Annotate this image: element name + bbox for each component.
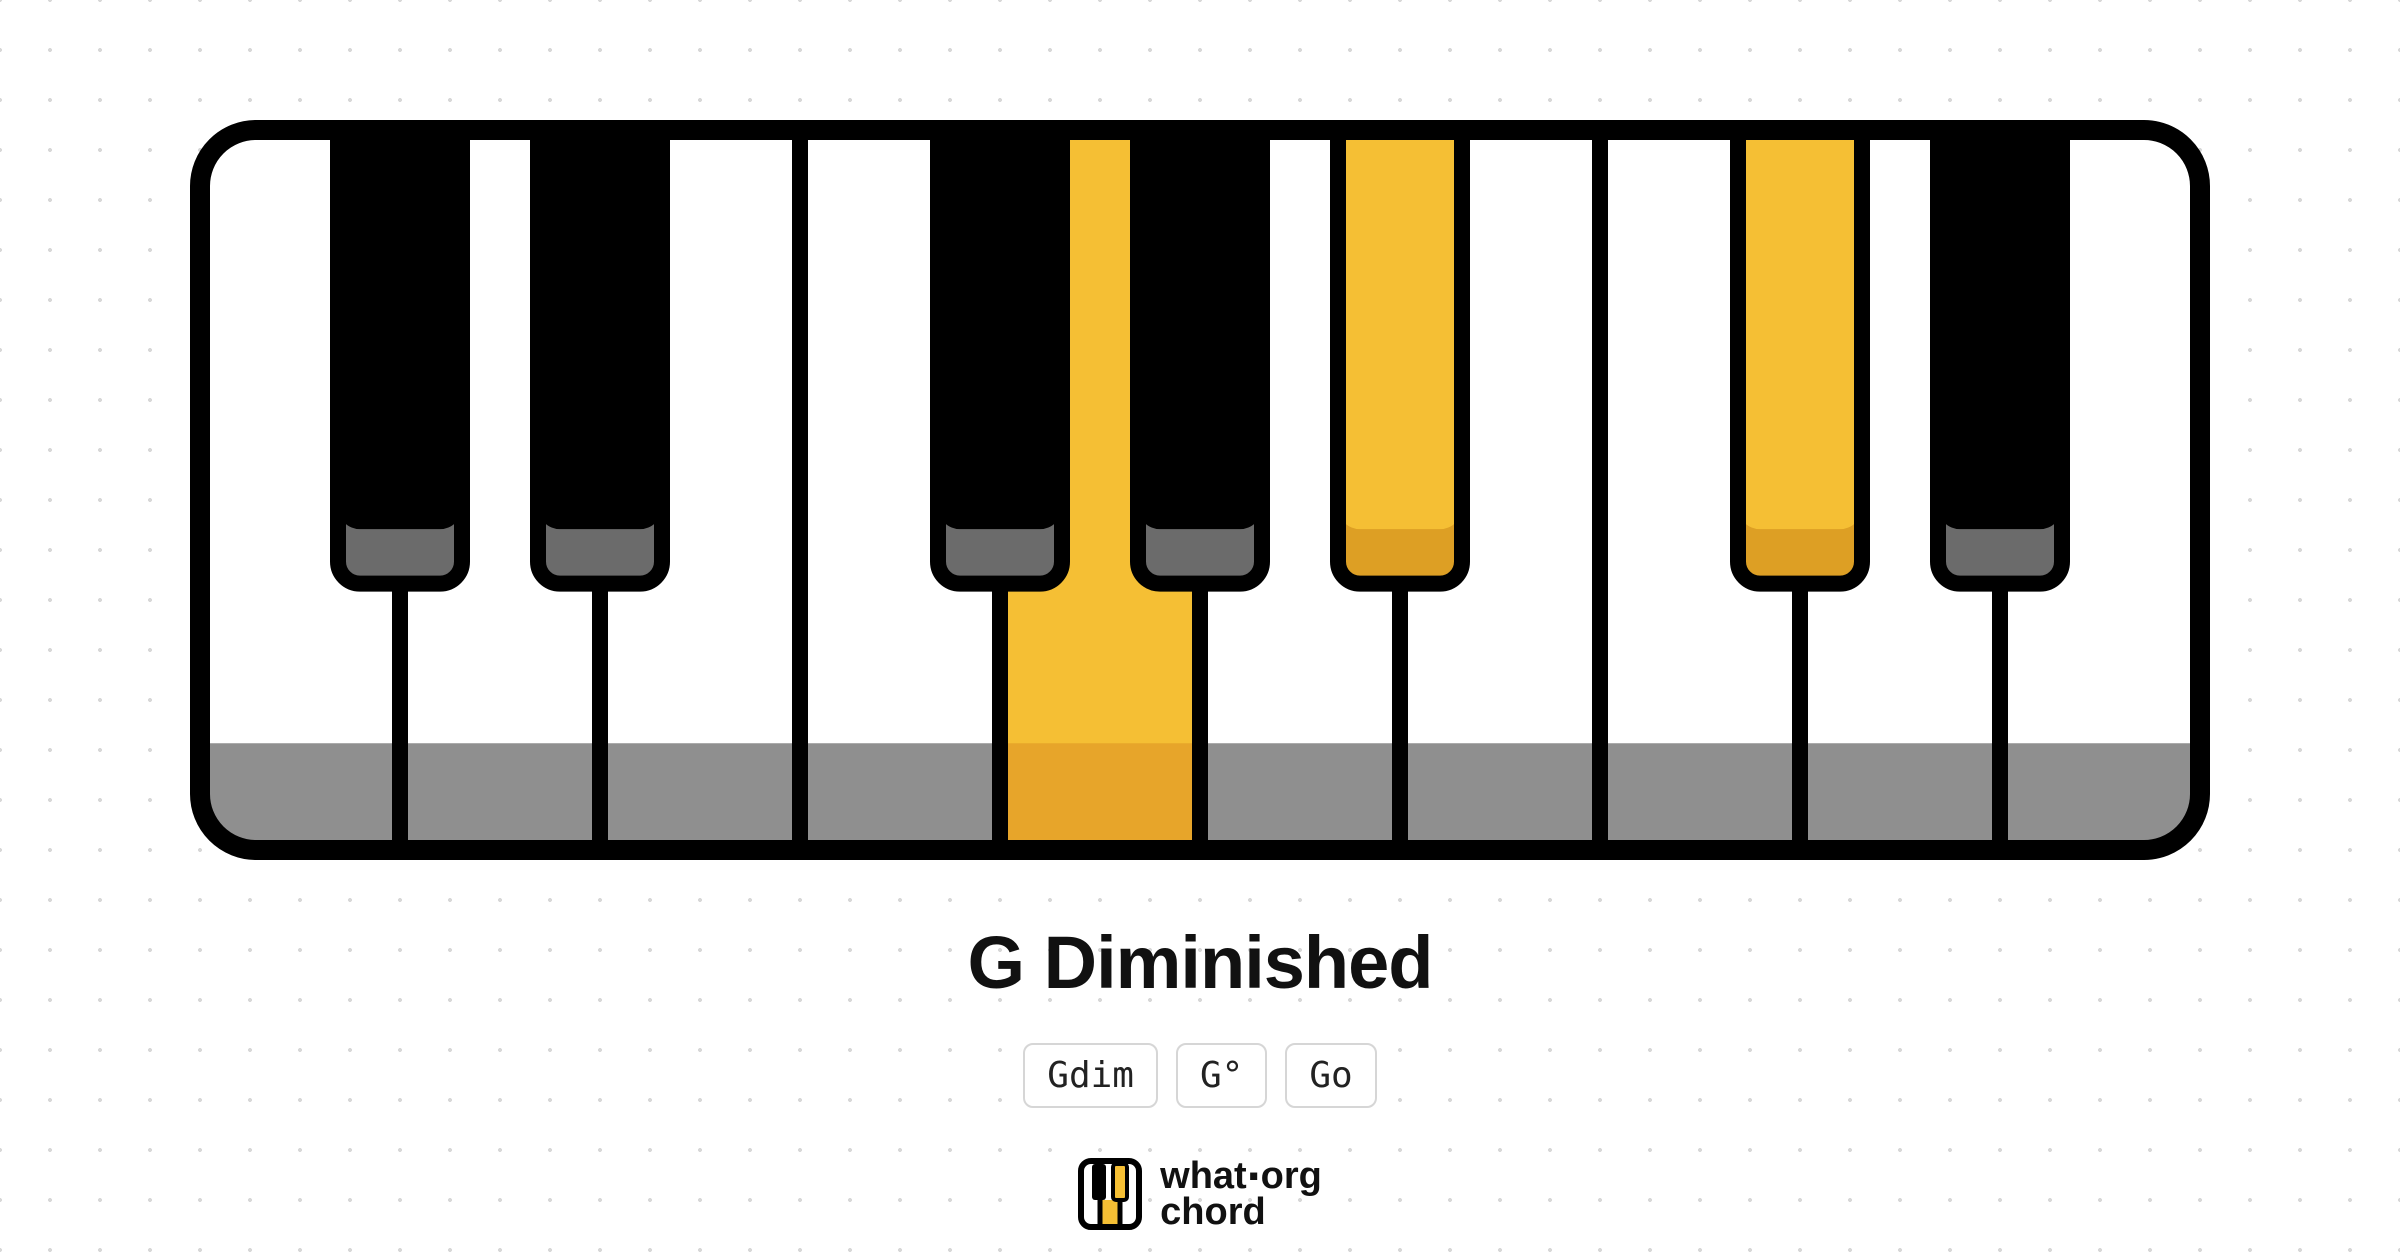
- chord-title: G Diminished: [968, 920, 1433, 1005]
- chord-tags: Gdim G° Go: [1023, 1043, 1376, 1108]
- brand: what.org chord: [1078, 1158, 1322, 1230]
- brand-line2: chord: [1160, 1194, 1322, 1230]
- brand-line1-right: org: [1261, 1155, 1322, 1197]
- chord-tag: Gdim: [1023, 1043, 1158, 1108]
- keyboard-svg: [190, 120, 2210, 860]
- piano-keyboard: [190, 120, 2210, 860]
- brand-dot: .: [1247, 1135, 1261, 1191]
- brand-icon: [1078, 1158, 1142, 1230]
- brand-text: what.org chord: [1160, 1158, 1322, 1230]
- chord-tag: Go: [1285, 1043, 1376, 1108]
- chord-tag: G°: [1176, 1043, 1267, 1108]
